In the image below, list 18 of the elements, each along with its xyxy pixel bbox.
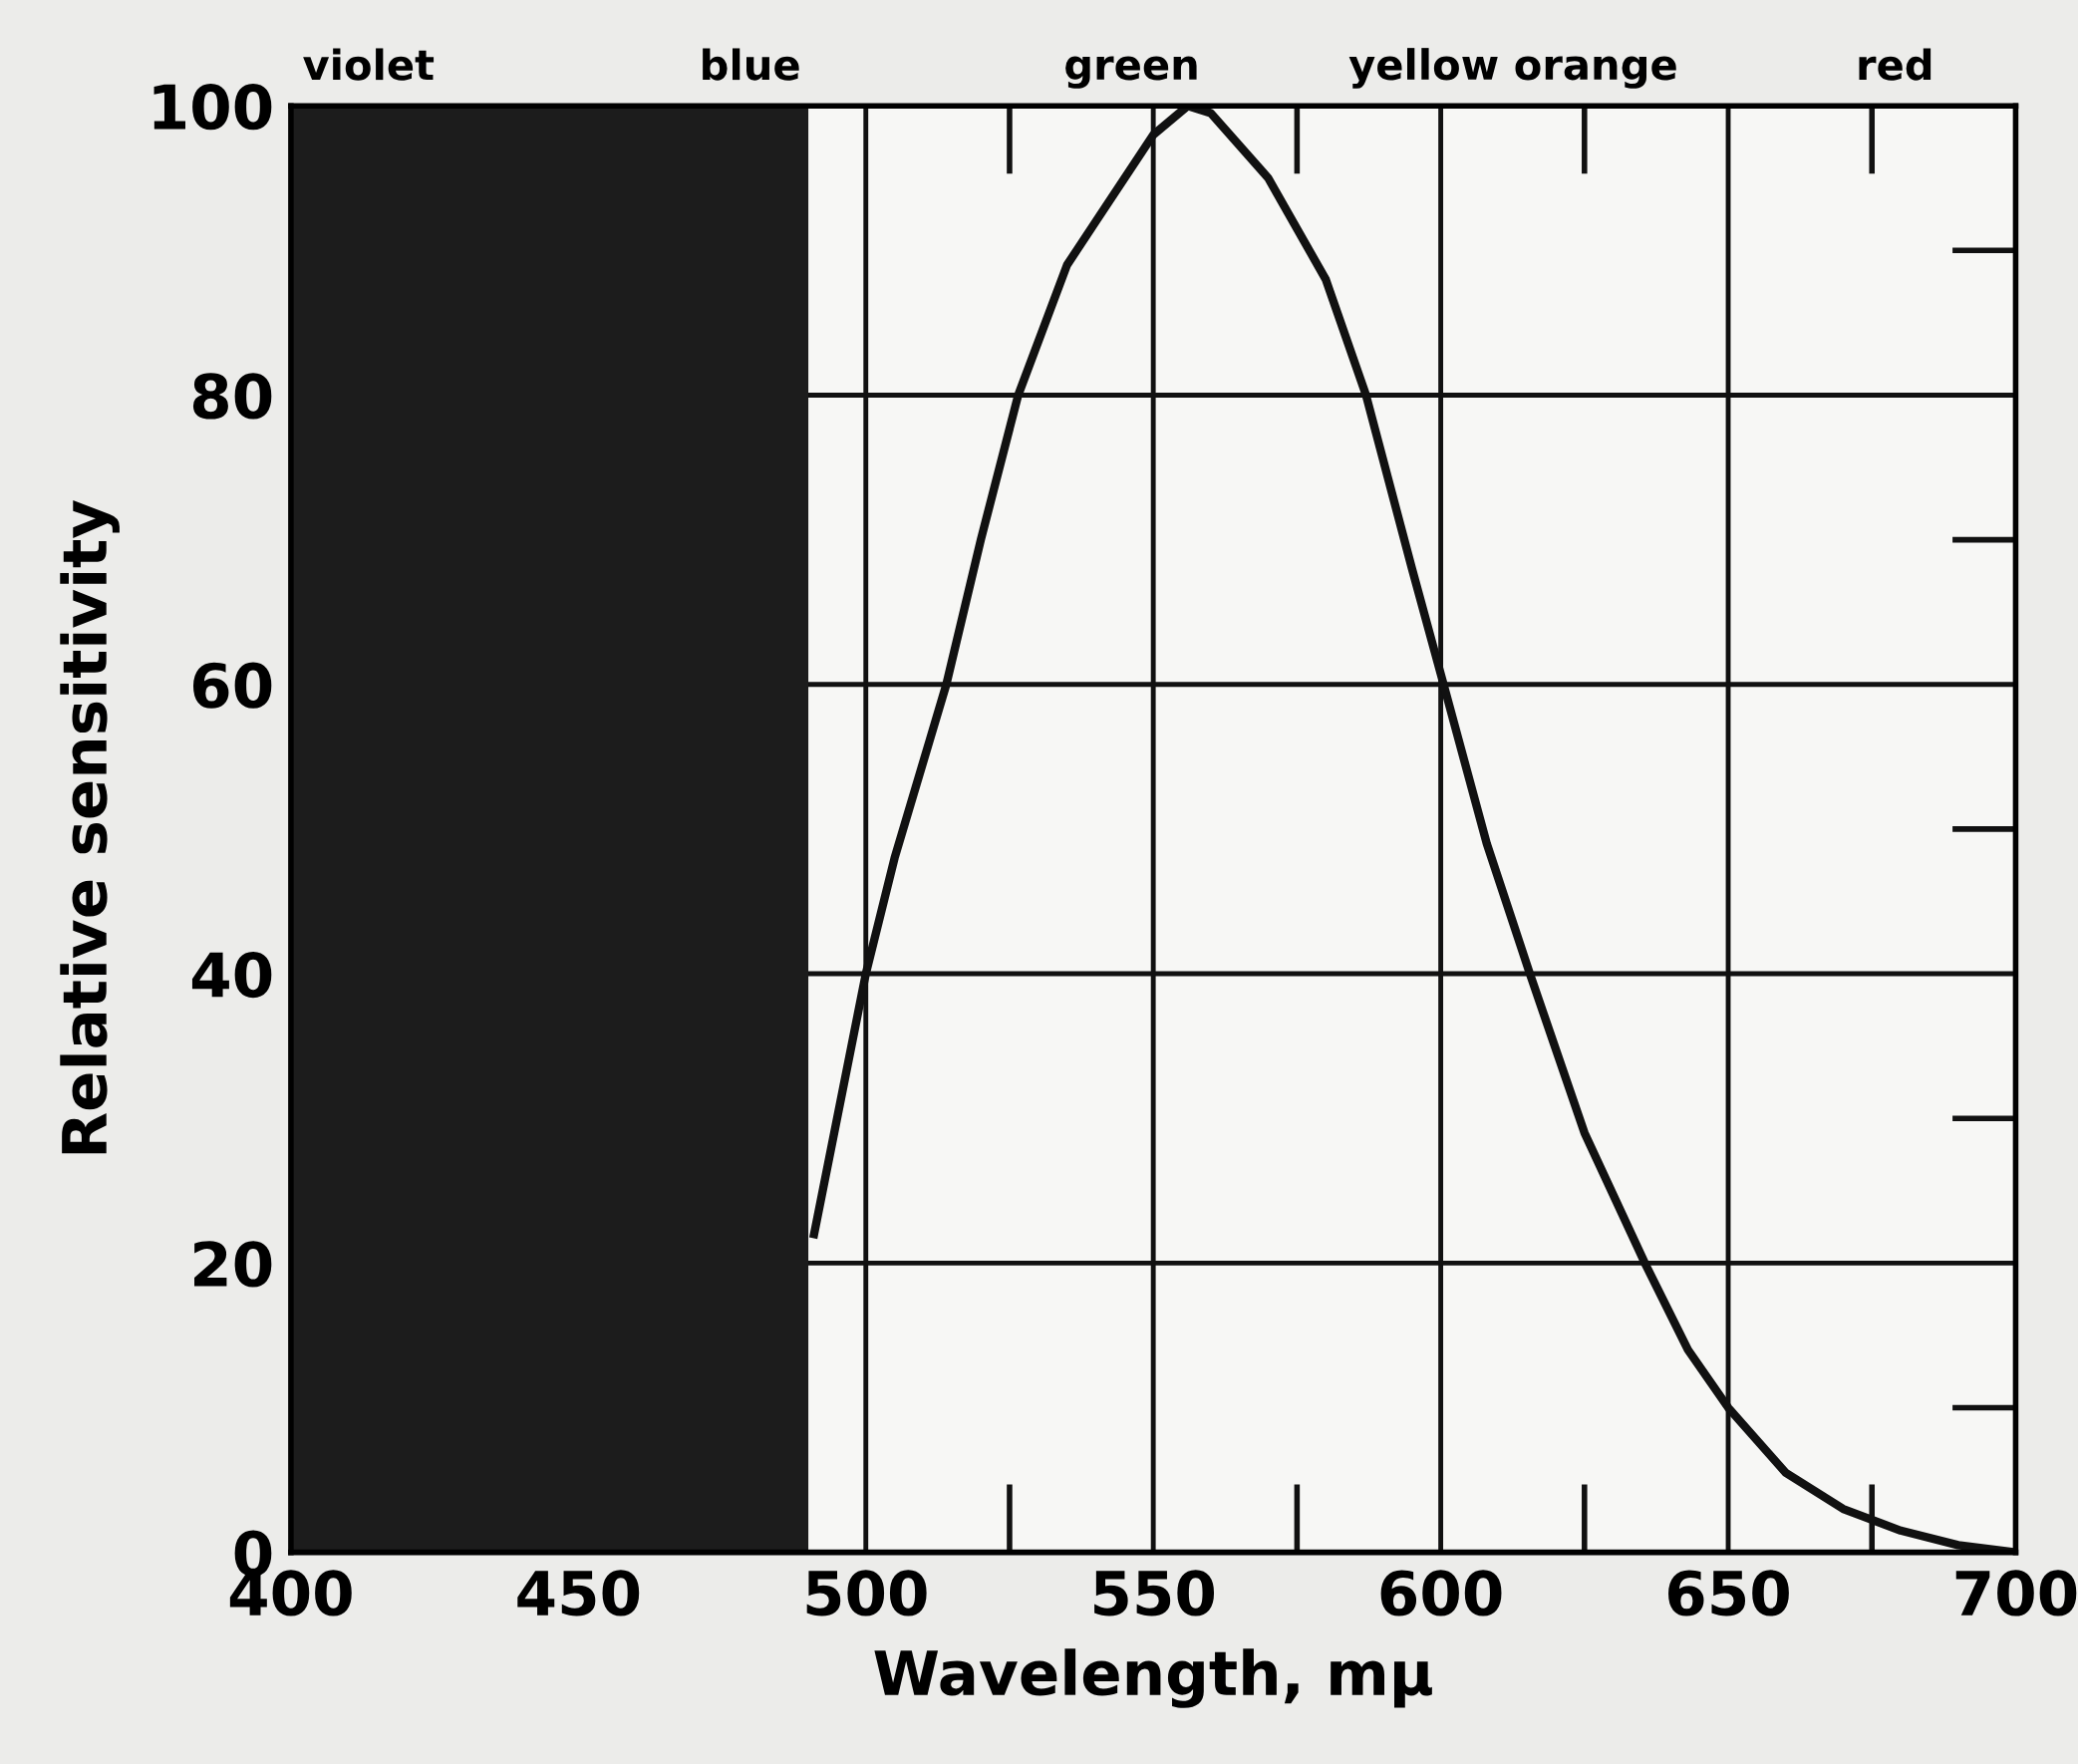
x-tick-label: 550 xyxy=(1094,1570,1215,1617)
y-tick-label: 20 xyxy=(194,1241,272,1288)
text: green xyxy=(1065,56,1197,89)
x-tick-label: 500 xyxy=(806,1570,927,1617)
x-tick-label: 650 xyxy=(1668,1570,1789,1617)
y-tick-label: 100 xyxy=(153,84,272,131)
text: red xyxy=(1859,48,1931,81)
text: violet xyxy=(303,48,435,81)
y-tick-label: 60 xyxy=(192,662,272,709)
y-axis-title: Relative sensitivity xyxy=(60,499,120,1154)
x-tick-label: 700 xyxy=(1955,1570,2077,1617)
text: yellow orange xyxy=(1348,48,1676,89)
x-tick-label: 600 xyxy=(1380,1570,1502,1617)
text: blue xyxy=(703,48,799,81)
y-tick-label: 40 xyxy=(191,951,272,999)
x-axis-title: Wavelength, mμ xyxy=(874,1648,1432,1708)
x-tick-label: 450 xyxy=(517,1570,640,1617)
y-tick-label: 80 xyxy=(192,373,272,420)
